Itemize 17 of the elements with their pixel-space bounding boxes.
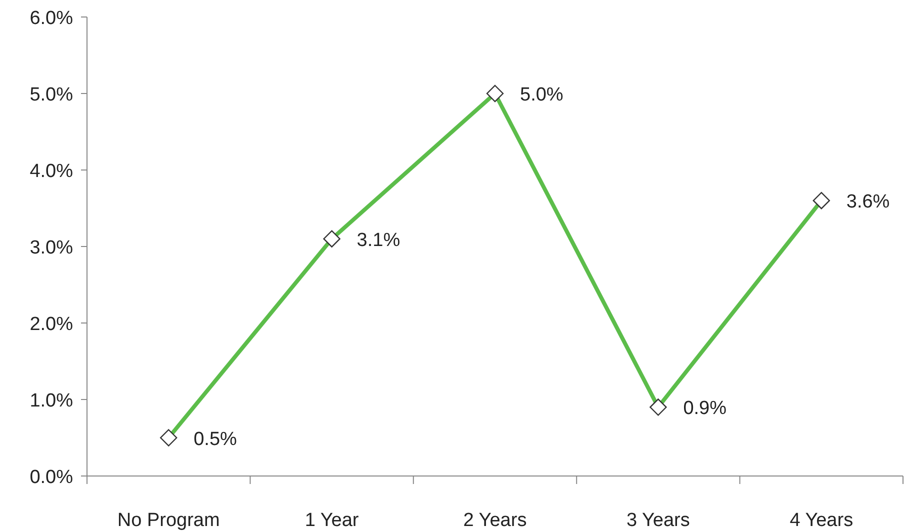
data-label: 0.9%	[683, 398, 727, 420]
data-label: 3.6%	[846, 192, 890, 213]
y-tick-label: 2.0%	[30, 314, 74, 335]
data-label: 0.5%	[194, 428, 238, 450]
y-tick-label: 6.0%	[30, 8, 74, 29]
x-tick-label: 3 Years	[626, 510, 690, 531]
x-tick-label: No Program	[117, 510, 220, 531]
y-tick-label: 0.0%	[30, 467, 74, 488]
x-tick-label: 2 Years	[463, 510, 527, 531]
y-tick-label: 1.0%	[30, 390, 74, 412]
x-tick-label: 4 Years	[790, 510, 854, 531]
x-tick-label: 1 Year	[304, 510, 360, 531]
y-tick-label: 5.0%	[30, 84, 74, 106]
y-tick-label: 4.0%	[30, 161, 74, 182]
y-tick-label: 3.0%	[30, 238, 74, 258]
data-label: 5.0%	[520, 84, 564, 106]
data-label: 3.1%	[356, 230, 400, 251]
